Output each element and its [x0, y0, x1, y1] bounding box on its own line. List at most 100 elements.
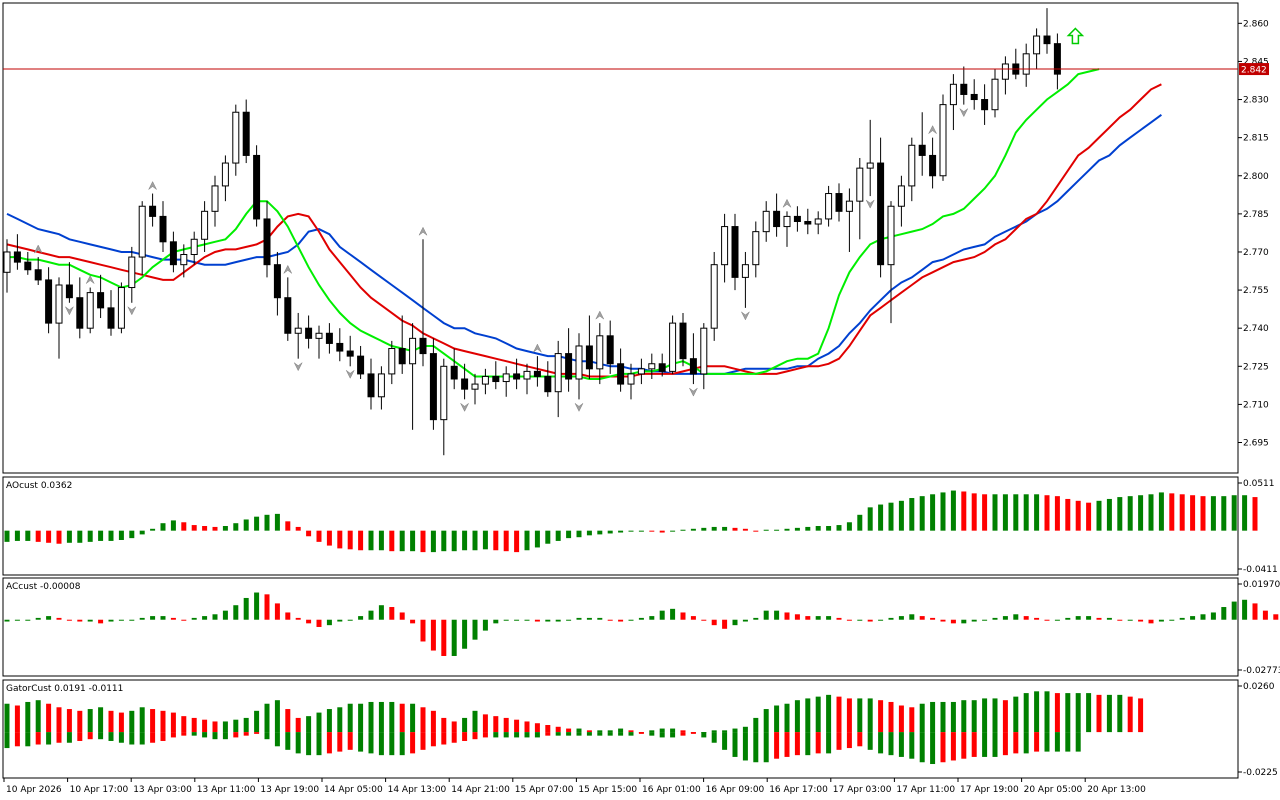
price-tick-label: 2.845: [1243, 57, 1269, 67]
candle: [721, 213, 729, 283]
histogram-bar: [1054, 496, 1060, 531]
histogram-bar: [4, 530, 10, 542]
histogram-bar: [1096, 500, 1102, 531]
time-tick-label: 14 Apr 13:00: [388, 785, 447, 795]
candle-body: [377, 373, 385, 398]
candle: [648, 353, 656, 379]
candle: [315, 325, 323, 359]
candle-body: [1053, 43, 1061, 75]
histogram-bar: [98, 707, 104, 733]
candle: [637, 358, 645, 385]
price-tick-label: 2.785: [1243, 210, 1269, 220]
histogram-bar: [285, 521, 291, 531]
histogram-bar: [576, 732, 582, 736]
candle: [3, 239, 11, 293]
histogram-bar: [212, 721, 218, 733]
gator-histogram: [4, 691, 1144, 765]
candle-body: [835, 193, 843, 212]
histogram-bar: [14, 619, 20, 621]
price-tick-label: 2.695: [1243, 439, 1269, 449]
histogram-bar: [763, 529, 769, 531]
ao-histogram: [4, 490, 1258, 553]
histogram-bar: [410, 732, 416, 754]
histogram-bar: [701, 619, 707, 621]
time-axis: 10 Apr 2026 10 Apr 17:00 13 Apr 03:00 13 Ap…: [3, 778, 1146, 795]
histogram-bar: [4, 732, 10, 749]
price-tick-label: 2.830: [1243, 96, 1269, 106]
histogram-bar: [358, 616, 364, 620]
candle-body: [502, 373, 510, 383]
histogram-bar: [711, 732, 717, 743]
histogram-bar: [992, 494, 998, 531]
candle-body: [970, 93, 978, 101]
candle-body: [721, 226, 729, 266]
candle: [741, 251, 749, 308]
ac-panel[interactable]: ACcust -0.00008 0.01970 -0.02773: [2, 577, 1280, 677]
histogram-bar: [826, 526, 832, 531]
histogram-bar: [1023, 616, 1029, 620]
candle-body: [669, 322, 677, 372]
price-panel[interactable]: 2.860 2.845 2.830 2.815 2.800 2.785 2.770 2.755…: [2, 2, 1269, 474]
histogram-bar: [888, 502, 894, 531]
histogram-bar: [805, 698, 811, 733]
histogram-bar: [784, 703, 790, 733]
candle-body: [762, 210, 770, 233]
histogram-bar: [1013, 732, 1019, 754]
candle: [1033, 28, 1041, 70]
candle-body: [336, 342, 344, 352]
histogram-bar: [534, 619, 540, 622]
fractal-down-marker: [65, 306, 74, 316]
histogram-bar: [576, 530, 582, 538]
histogram-bar: [607, 619, 613, 621]
histogram-bar: [534, 530, 540, 548]
candle-body: [294, 327, 302, 334]
histogram-bar: [368, 701, 374, 733]
histogram-bar: [98, 619, 104, 624]
histogram-bar: [150, 616, 156, 620]
histogram-bar: [150, 732, 156, 743]
fractal-down-marker: [865, 199, 875, 209]
ao-panel-label: AOcust 0.0362: [6, 481, 72, 491]
histogram-bar: [815, 732, 821, 754]
histogram-bar: [576, 728, 582, 733]
histogram-bar: [243, 597, 249, 620]
histogram-bar: [774, 732, 780, 759]
time-tick-label: 15 Apr 15:00: [578, 785, 637, 795]
histogram-bar: [846, 522, 852, 531]
candle-body: [409, 337, 417, 365]
time-tick-label: 16 Apr 09:00: [706, 785, 765, 795]
histogram-bar: [670, 728, 676, 733]
histogram-bar: [555, 732, 561, 736]
candle-body: [117, 287, 125, 329]
indicator-tick-label: -0.0411: [1243, 565, 1278, 575]
histogram-bar: [274, 603, 280, 620]
histogram-bar: [1013, 696, 1019, 733]
histogram-bar: [753, 732, 759, 763]
candle: [273, 251, 281, 316]
histogram-bar: [930, 494, 936, 531]
histogram-bar: [25, 732, 31, 747]
gator-panel[interactable]: GatorCust 0.0191 -0.0111 0.0260 -0.0225: [2, 679, 1278, 779]
histogram-bar: [25, 619, 31, 621]
histogram-bar: [950, 701, 956, 733]
histogram-bar: [150, 528, 156, 531]
histogram-bar: [898, 732, 904, 757]
candle-body: [627, 373, 635, 385]
candle: [263, 201, 271, 278]
histogram-bar: [1106, 498, 1112, 531]
histogram-bar: [1221, 607, 1227, 620]
histogram-bar: [701, 732, 707, 738]
candle-body: [284, 297, 292, 334]
signal-arrow-shape: [1066, 27, 1085, 45]
ao-panel[interactable]: AOcust 0.0362 0.0511 -0.0411: [2, 476, 1278, 576]
candle-body: [450, 365, 458, 380]
histogram-bar: [150, 709, 156, 733]
candle-body: [866, 162, 874, 169]
candle: [1022, 43, 1030, 87]
histogram-bar: [118, 712, 124, 733]
histogram-bar: [66, 732, 72, 743]
candle: [149, 193, 157, 227]
candle: [804, 208, 812, 235]
